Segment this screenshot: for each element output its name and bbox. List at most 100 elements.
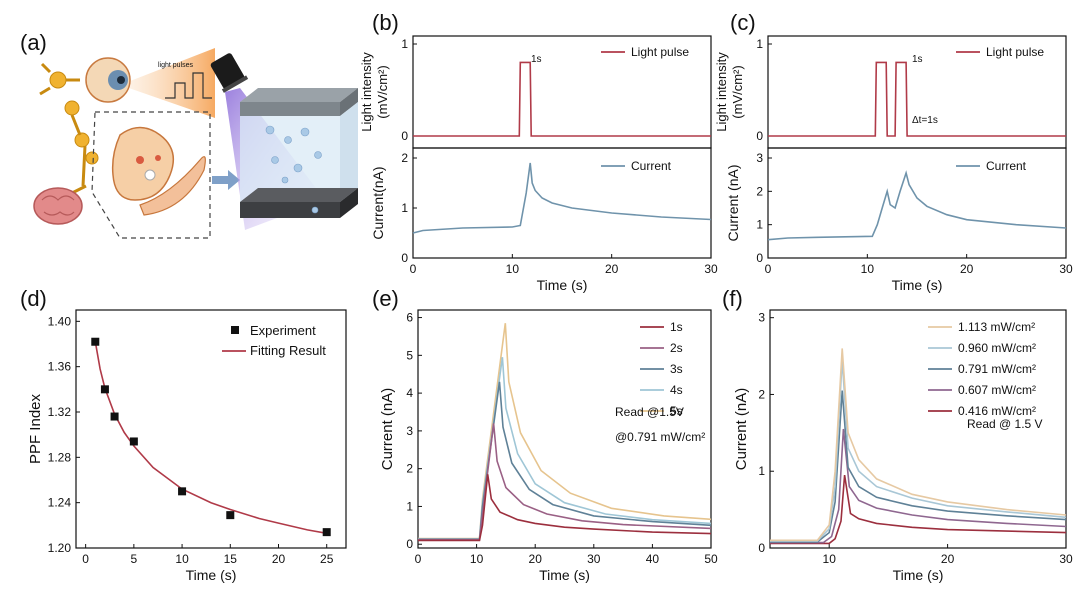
current-e-y-tick-label: 3 (406, 424, 413, 438)
experiment-point (226, 511, 235, 520)
panel-label-b: (b) (372, 10, 399, 35)
experiment-point (129, 437, 138, 446)
series-legend-label: 0.607 mW/cm² (958, 383, 1036, 397)
ppf-y-tick-label: 1.40 (48, 314, 72, 328)
panel-label-a: (a) (20, 30, 47, 55)
series-line (770, 390, 1067, 543)
brain-icon (33, 187, 83, 225)
current-f-y-tick-label: 3 (758, 311, 765, 325)
current-e-x-axis-label: Time (s) (539, 567, 590, 583)
light-pulses-icon (165, 72, 212, 99)
experiment-legend-marker (231, 326, 239, 334)
current-x-tick-label: 10 (861, 262, 875, 276)
synapse-inset-frame (91, 111, 211, 239)
current-y-axis-label: Current(nA) (370, 166, 386, 239)
series-legend-label: 1s (670, 320, 683, 334)
ppf-y-tick-label: 1.36 (48, 360, 72, 374)
series-legend-label: 0.960 mW/cm² (958, 341, 1036, 355)
current-f-y-axis-label: Current (nA) (733, 388, 750, 471)
series-legend-label: 1.113 mW/cm² (958, 320, 1035, 334)
current-e-x-tick-label: 30 (587, 552, 601, 566)
light-pulse-y-axis-label: Light intensity (714, 52, 729, 132)
plot-frame (769, 309, 1067, 549)
series-line (770, 474, 1067, 545)
chart-d: 1.20 1.24 1.28 1.32 1.36 1.40 0 5 10 15 20 25 Time (… (27, 309, 347, 583)
current-x-tick-label: 0 (410, 262, 417, 276)
read-annotation: @0.791 mW/cm² (615, 430, 705, 444)
fitting-legend-label: Fitting Result (250, 343, 326, 358)
current-e-y-tick-label: 4 (406, 386, 413, 400)
series-legend-label: 3s (670, 362, 683, 376)
light-pulse-y-axis-label: (mV/cm²) (730, 65, 745, 118)
current-y-tick-label: 2 (756, 184, 763, 198)
current-e-y-tick-label: 6 (406, 311, 413, 325)
current-f-y-tick-label: 1 (758, 464, 765, 478)
series-legend-label: 2s (670, 341, 683, 355)
current-x-axis-label: Time (s) (892, 277, 943, 293)
chart-e: 0 1 2 3 4 5 6 0 10 20 30 40 50 Time (s) Current (nA) 1s… (379, 309, 718, 583)
ppf-y-axis-label: PPF Index (27, 393, 44, 464)
series-line (770, 348, 1067, 542)
experiment-point (110, 412, 119, 421)
current-x-tick-label: 30 (1059, 262, 1073, 276)
current-y-tick-label: 0 (756, 251, 763, 265)
device-cube-icon (240, 88, 358, 218)
ppf-x-tick-label: 20 (272, 552, 286, 566)
current-series-line (412, 162, 712, 234)
chart-f: 0 1 2 3 10 20 30 Time (s) Current (nA) 1.113 mW/c… (733, 309, 1073, 583)
current-x-tick-label: 0 (765, 262, 772, 276)
current-e-y-tick-label: 1 (406, 499, 413, 513)
panel-label-f: (f) (722, 286, 743, 311)
light-pulse-legend-label: Light pulse (631, 45, 689, 59)
current-x-tick-label: 20 (960, 262, 974, 276)
current-legend-label: Current (631, 159, 672, 173)
light-beam (120, 48, 215, 118)
current-e-x-tick-label: 40 (646, 552, 660, 566)
current-plot-frame (412, 147, 712, 259)
neuron-icon (39, 62, 99, 198)
pulse-annotation: 1s (531, 54, 542, 65)
experiment-point (91, 337, 100, 346)
plot-frame (417, 309, 712, 549)
current-f-x-tick-label: 30 (1059, 552, 1073, 566)
arrow-icon (212, 170, 240, 190)
current-f-x-axis-label: Time (s) (893, 567, 944, 583)
experiment-point (100, 385, 109, 394)
ppf-y-tick-label: 1.24 (48, 496, 72, 510)
series-line (418, 423, 712, 541)
current-x-tick-label: 20 (605, 262, 619, 276)
experiment-point (322, 528, 331, 537)
current-e-y-tick-label: 0 (406, 537, 413, 551)
series-legend-label: 0.416 mW/cm² (958, 404, 1036, 418)
series-legend-label: 5s (670, 404, 683, 418)
series-line (770, 359, 1067, 542)
ppf-x-tick-label: 5 (131, 552, 138, 566)
current-y-tick-label: 0 (401, 251, 408, 265)
experiment-legend-label: Experiment (250, 323, 316, 338)
panel-label-d: (d) (20, 286, 47, 311)
current-y-tick-label: 2 (401, 151, 408, 165)
synapse-icon (111, 126, 175, 201)
current-x-axis-label: Time (s) (537, 277, 588, 293)
current-y-tick-label: 1 (756, 218, 763, 232)
light-pulse-y-tick-label: 0 (401, 129, 408, 143)
series-line (770, 428, 1067, 544)
lamp-icon (210, 53, 249, 93)
current-e-x-tick-label: 0 (415, 552, 422, 566)
read-annotation: Read @1.5V (615, 405, 684, 419)
light-pulse-y-axis-label: (mV/cm²) (375, 65, 390, 118)
ppf-x-axis-label: Time (s) (186, 567, 237, 583)
light-pulse-y-tick-label: 1 (756, 37, 763, 51)
light-pulse-series-line (413, 61, 711, 137)
neural-vision-illustration: light pulses (33, 48, 358, 239)
read-annotation: Read @ 1.5 V (967, 417, 1043, 431)
current-y-tick-label: 3 (756, 151, 763, 165)
ppf-y-tick-label: 1.28 (48, 450, 72, 464)
current-e-y-tick-label: 2 (406, 462, 413, 476)
ppf-x-tick-label: 10 (175, 552, 189, 566)
current-f-x-tick-label: 20 (941, 552, 955, 566)
light-pulse-y-tick-label: 1 (401, 37, 408, 51)
